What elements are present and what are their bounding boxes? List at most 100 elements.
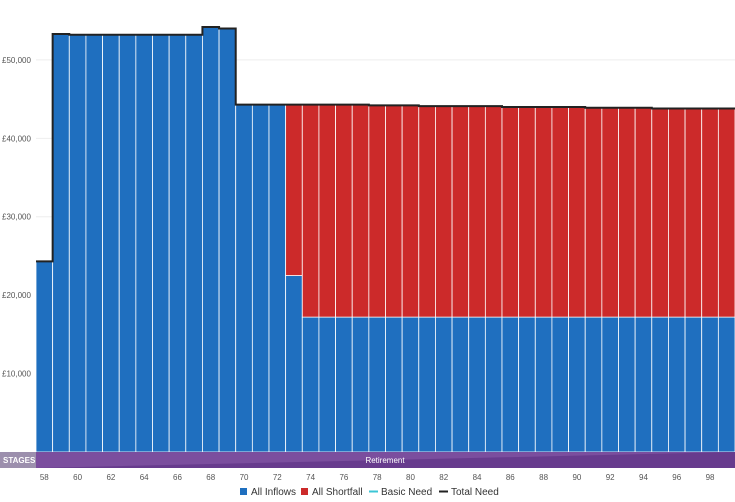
all-shortfall-bar [534,106,553,318]
all-shortfall-bar [518,106,536,318]
all-inflows-bar [118,34,137,453]
x-tick-label: 86 [506,473,515,482]
all-shortfall-bar [601,107,619,318]
all-inflows-bar [385,316,403,453]
all-shortfall-bar [418,105,436,318]
all-shortfall-bar [318,104,336,318]
all-inflows-bar [651,316,669,453]
all-shortfall-bar [368,104,386,318]
all-shortfall-bar [484,105,503,318]
x-tick-label: 84 [473,473,482,482]
all-shortfall-bar [301,104,320,318]
all-inflows-bar [52,33,70,453]
legend: All Inflows All Shortfall Basic Need Total … [240,487,499,498]
all-inflows-bar [135,34,153,453]
all-shortfall-bar [401,104,420,318]
all-inflows-bar [501,316,520,453]
all-inflows-bar [584,316,603,453]
legend-swatch-all-shortfall [301,488,308,495]
bars [35,26,735,453]
all-shortfall-bar [668,108,686,318]
x-tick-label: 94 [639,473,648,482]
all-inflows-bar [401,316,420,453]
all-shortfall-bar [468,105,486,318]
x-tick-label: 76 [339,473,348,482]
all-shortfall-bar [351,104,370,318]
x-tick-label: 70 [240,473,249,482]
all-shortfall-bar [435,105,453,318]
stages-label: STAGES [3,456,36,465]
all-inflows-bar [484,316,503,453]
x-tick-label: 92 [606,473,615,482]
all-inflows-bar [251,104,270,453]
all-shortfall-bar [501,106,520,318]
legend-label-all-shortfall: All Shortfall [312,487,363,498]
legend-label-total-need: Total Need [451,487,499,498]
all-inflows-bar [534,316,553,453]
stages-band: STAGES Retirement [0,452,735,468]
all-shortfall-bar [717,108,735,318]
all-inflows-bar [518,316,536,453]
all-inflows-bar [335,316,353,453]
x-tick-label: 80 [406,473,415,482]
x-tick-label: 90 [572,473,581,482]
all-inflows-bar [684,316,703,453]
x-tick-label: 72 [273,473,282,482]
all-inflows-bar [202,26,220,453]
all-shortfall-bar [634,107,653,318]
all-shortfall-bar [618,107,636,318]
y-axis: £10,000 £20,000 £30,000 £40,000 £50,000 [2,56,31,379]
all-inflows-bar [618,316,636,453]
x-tick-label: 82 [439,473,448,482]
all-inflows-bar [435,316,453,453]
all-shortfall-bar [335,104,353,318]
total-need-line [36,25,735,263]
all-inflows-bar [68,34,87,453]
all-inflows-bar [268,104,287,453]
y-tick-label: £10,000 [2,370,31,379]
x-tick-label: 66 [173,473,182,482]
x-axis: 58 60 62 64 66 68 70 72 74 76 78 80 82 84 86 88 90 92 94 96… [40,473,715,482]
all-inflows-bar [218,28,237,453]
all-inflows-bar [601,316,619,453]
all-inflows-bar [568,316,586,453]
all-inflows-bar [668,316,686,453]
all-inflows-bar [468,316,486,453]
legend-swatch-all-inflows [240,488,247,495]
legend-label-basic-need: Basic Need [381,487,432,498]
all-inflows-bar [634,316,653,453]
x-tick-label: 98 [706,473,715,482]
x-tick-label: 88 [539,473,548,482]
all-inflows-bar [152,34,170,453]
y-tick-label: £30,000 [2,213,31,222]
all-inflows-bar [418,316,436,453]
all-inflows-bar [35,261,54,453]
all-inflows-bar [368,316,386,453]
all-inflows-bar [351,316,370,453]
x-tick-label: 64 [140,473,149,482]
y-tick-label: £20,000 [2,291,31,300]
all-shortfall-bar [684,108,703,318]
y-tick-label: £50,000 [2,56,31,65]
all-shortfall-bar [451,105,470,318]
stages-label-bg [0,452,36,468]
all-inflows-bar [301,316,320,453]
all-inflows-bar [717,316,735,453]
all-shortfall-bar [385,104,403,318]
x-tick-label: 96 [672,473,681,482]
all-shortfall-bar [568,106,586,318]
all-inflows-bar [85,34,103,453]
all-shortfall-bar [651,108,669,318]
all-shortfall-bar [551,106,569,318]
all-inflows-bar [102,34,120,453]
legend-label-all-inflows: All Inflows [251,487,296,498]
all-inflows-bar [551,316,569,453]
x-tick-label: 60 [73,473,82,482]
x-tick-label: 68 [206,473,215,482]
all-inflows-bar [235,104,253,453]
stage-wedge [36,452,735,468]
all-inflows-bar [451,316,470,453]
all-inflows-bar [701,316,719,453]
x-tick-label: 78 [373,473,382,482]
